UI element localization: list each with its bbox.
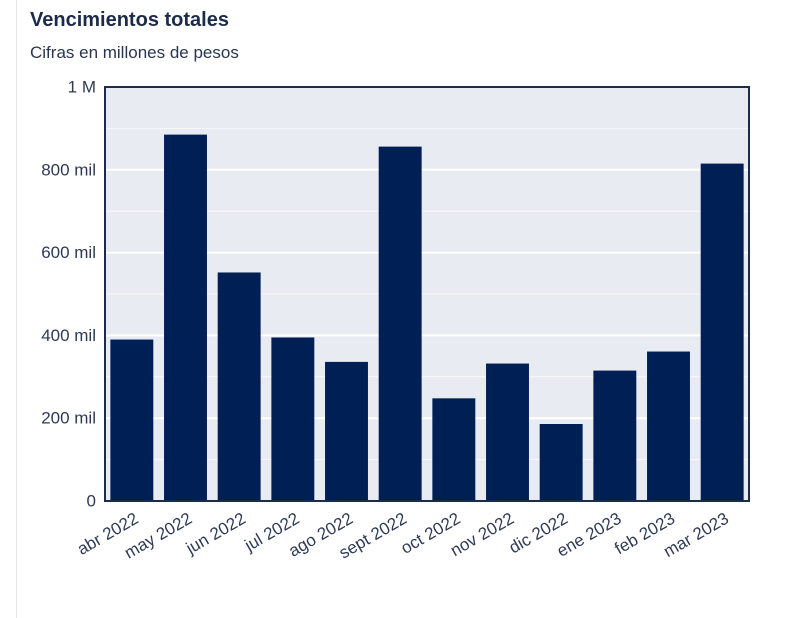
y-tick-label: 200 mil (41, 409, 96, 428)
panel-border (16, 0, 17, 618)
y-tick-label: 0 (87, 492, 96, 511)
y-tick-label: 400 mil (41, 326, 96, 345)
x-tick-label: jun 2022 (182, 509, 249, 559)
chart-title: Vencimientos totales (30, 9, 229, 31)
bar-mar-2023[interactable] (700, 163, 744, 501)
bar-jul-2022[interactable] (271, 337, 315, 501)
bar-nov-2022[interactable] (486, 363, 529, 501)
bar-oct-2022[interactable] (432, 398, 476, 501)
bars-group (110, 134, 744, 502)
minor-gridlines (105, 127, 749, 461)
bar-abr-2022[interactable] (110, 339, 154, 501)
bar-may-2022[interactable] (164, 134, 207, 502)
chart-subtitle: Cifras en millones de pesos (30, 43, 239, 62)
y-tick-label: 800 mil (41, 160, 96, 179)
y-axis-ticks: 0 200 mil 400 mil 600 mil 800 mil 1 M (41, 78, 96, 511)
y-tick-label: 600 mil (41, 243, 96, 262)
bar-dic-2022[interactable] (539, 423, 583, 501)
bar-sept-2022[interactable] (378, 146, 422, 501)
bar-ago-2022[interactable] (325, 361, 368, 501)
bar-ene-2023[interactable] (593, 370, 637, 501)
plot-border (104, 86, 750, 502)
y-tick-label: 1 M (68, 78, 96, 97)
bar-feb-2023[interactable] (647, 351, 690, 501)
bar-jun-2022[interactable] (217, 272, 261, 501)
